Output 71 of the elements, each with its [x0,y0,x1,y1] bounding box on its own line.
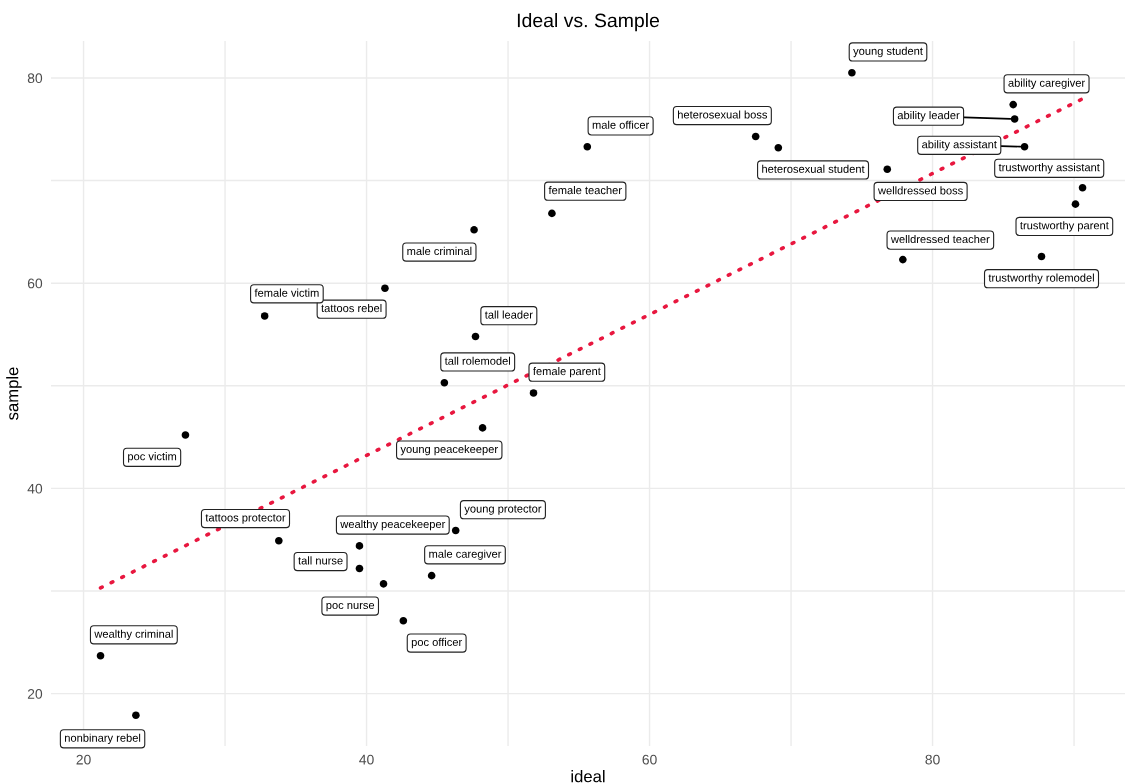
x-axis-title: ideal [571,770,605,783]
data-label: young peacekeeper [400,444,498,456]
point [899,255,907,264]
point [355,542,364,550]
point [883,165,892,174]
point [399,617,408,625]
data-label: poc officer [411,637,463,649]
point [1020,142,1029,151]
data-label: nonbinary rebel [65,733,141,744]
point [470,226,478,234]
data-label: wealthy criminal [94,629,173,641]
y-tick-label: 20 [27,689,43,699]
point [1010,115,1019,123]
y-axis-title: sample [6,367,22,420]
point [548,209,556,218]
data-label: heterosexual student [762,164,865,173]
data-label: heterosexual boss [678,110,768,119]
data-label: tall leader [484,310,533,319]
data-label: poc victim [128,452,177,463]
point [132,711,140,720]
data-label: female teacher [548,186,622,195]
point [381,284,389,293]
data-label: male caregiver [429,549,502,560]
point [751,132,760,141]
data-label: young protector [464,505,542,515]
x-tick-label: 80 [925,754,940,765]
point [583,142,592,151]
x-tick-label: 40 [359,754,374,765]
point [427,571,436,580]
point [1009,100,1018,109]
point [379,580,388,588]
point [451,526,460,535]
point [529,389,538,397]
x-tick-label: 60 [642,754,657,765]
data-label: wealthy peacekeeper [340,519,446,531]
point [848,69,856,77]
data-label: trustworthy assistant [998,163,1100,174]
point [260,312,269,320]
data-label: tall rolemodel [444,356,511,365]
point [1078,183,1087,192]
data-label: female parent [533,366,601,378]
data-label: poc nurse [326,602,375,612]
point [774,143,783,152]
point [1037,252,1046,261]
point [1071,200,1080,208]
data-label: female victim [254,288,319,297]
point [275,536,283,545]
data-label: trustworthy rolemodel [988,273,1094,284]
point [355,564,364,573]
data-label: young student [853,46,923,58]
y-tick-label: 80 [27,73,43,84]
point [96,651,105,660]
x-tick-label: 20 [76,754,91,765]
point [478,424,487,432]
data-label: tattoos rebel [321,303,382,313]
data-label: tall nurse [298,556,343,565]
data-label: male criminal [407,246,472,256]
point [440,378,449,387]
data-label: ability caregiver [1008,78,1085,89]
data-label: ability leader [897,111,960,122]
data-label: welldressed boss [877,186,963,195]
data-label: tattoos protector [205,514,286,524]
y-tick-label: 40 [27,483,43,494]
data-label: trustworthy parent [1020,221,1109,232]
data-label: welldressed teacher [890,234,990,244]
data-label: ability assistant [922,140,997,151]
chart-title: Ideal vs. Sample [517,13,660,32]
point [181,431,190,439]
data-label: male officer [592,120,650,129]
point [471,332,480,341]
y-tick-label: 60 [27,278,43,289]
